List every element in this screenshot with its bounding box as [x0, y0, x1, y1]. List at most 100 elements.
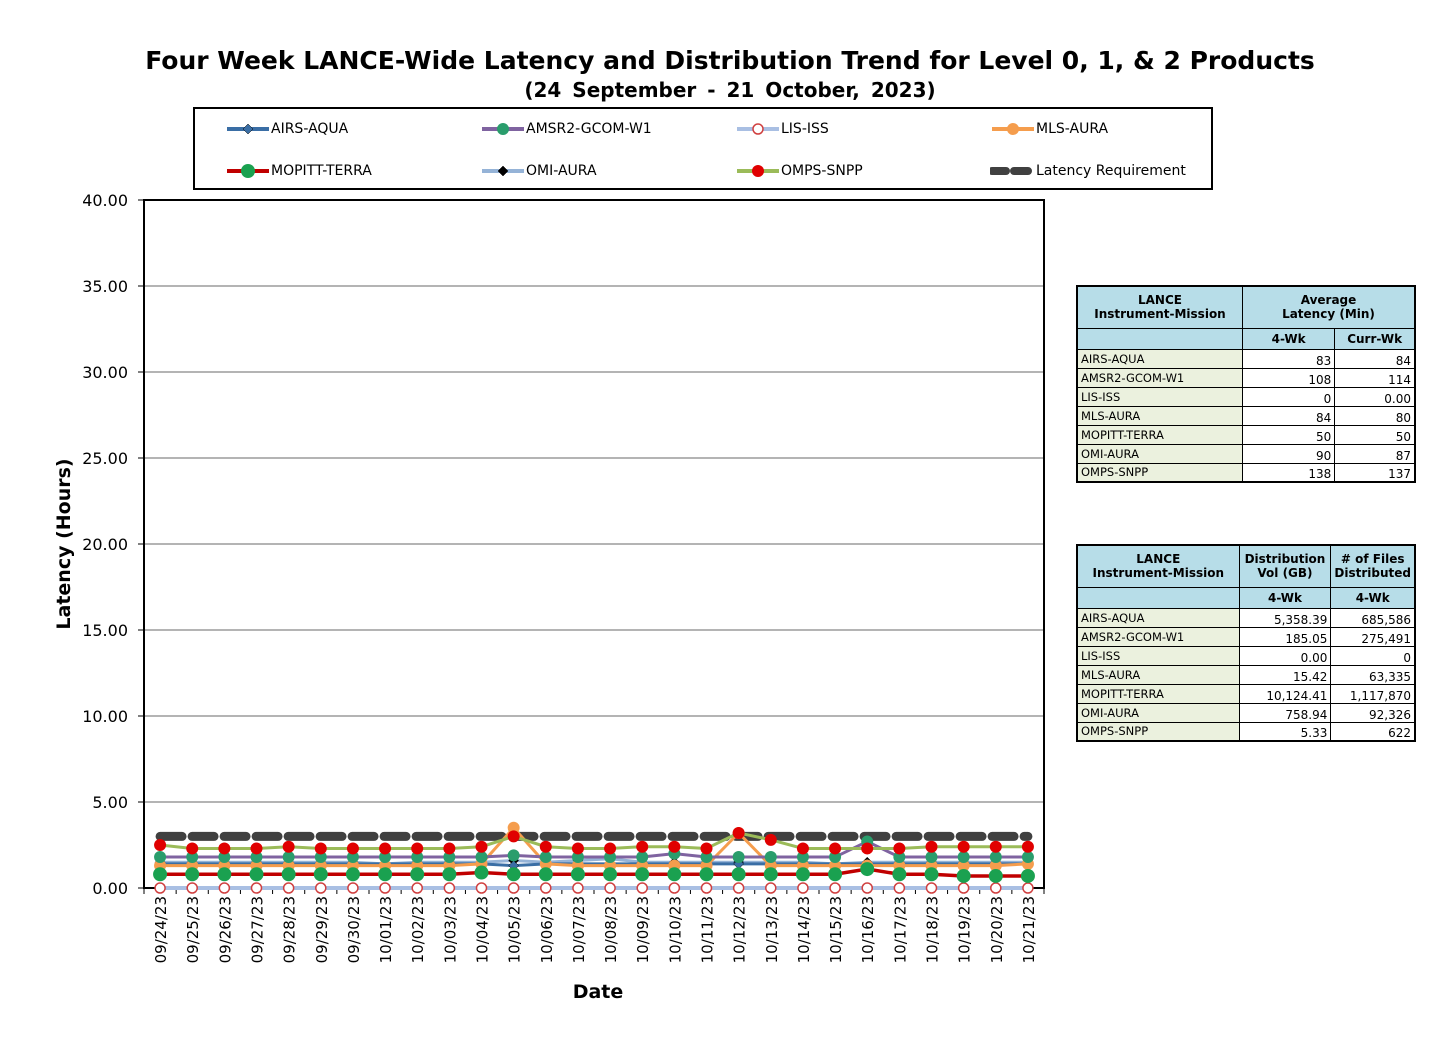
mission-name: AMSR2-GCOM-W1 — [1076, 367, 1243, 388]
value-four-wk: 50 — [1241, 424, 1336, 445]
mission-name: OMI-AURA — [1076, 702, 1240, 723]
series-omps-snpp — [154, 826, 1034, 855]
y-tick-label: 0.00 — [92, 879, 128, 898]
value-curr-wk: 84 — [1334, 348, 1416, 369]
chart-subtitle: (24 September - 21 October, 2023) — [524, 78, 936, 102]
mission-name: LIS-ISS — [1076, 386, 1243, 407]
data-point — [218, 851, 231, 864]
chart-title: Four Week LANCE-Wide Latency and Distrib… — [145, 46, 1315, 75]
data-point — [539, 840, 552, 853]
data-point — [379, 851, 392, 864]
data-point — [1021, 840, 1034, 853]
data-point — [443, 851, 456, 864]
value-files: 622 — [1330, 721, 1416, 742]
data-point — [1022, 882, 1034, 894]
data-point — [764, 851, 777, 864]
chart-legend: AIRS-AQUA AMSR2-GCOM-W1 LIS-ISS MLS-AURA MOP… — [193, 107, 1213, 190]
legend-marker — [752, 123, 764, 135]
data-point — [699, 867, 714, 882]
x-tick-label: 10/04/23 — [474, 896, 492, 963]
data-point — [700, 851, 713, 864]
legend-swatch-icon — [992, 123, 1034, 135]
data-point — [988, 868, 1003, 883]
data-point — [957, 882, 970, 894]
data-point — [378, 867, 393, 882]
x-tick-label: 10/05/23 — [506, 896, 524, 963]
legend-swatch-icon — [227, 123, 269, 135]
x-tick-label: 10/09/23 — [634, 896, 652, 963]
data-point — [282, 851, 295, 864]
legend-label: Latency Requirement — [1036, 163, 1186, 179]
value-four-wk: 83 — [1241, 348, 1336, 369]
data-point — [957, 859, 970, 872]
data-point — [282, 882, 295, 894]
data-point — [1020, 868, 1035, 883]
x-tick-label: 10/08/23 — [602, 896, 620, 963]
legend-marker — [752, 165, 764, 177]
x-tick-label: 09/28/23 — [281, 896, 299, 963]
y-axis-label: Latency (Hours) — [53, 458, 75, 629]
data-point — [186, 851, 199, 864]
y-tick-label: 10.00 — [82, 707, 128, 726]
data-point — [540, 882, 552, 894]
data-point — [700, 842, 713, 855]
x-tick-label: 10/02/23 — [409, 896, 427, 963]
data-point — [957, 840, 970, 853]
distribution-table: LANCE Instrument-Mission Distribution Vo… — [1076, 544, 1416, 742]
value-files: 685,586 — [1330, 607, 1416, 628]
data-point — [411, 882, 423, 894]
mission-name: AIRS-AQUA — [1076, 348, 1243, 369]
data-point — [604, 842, 617, 855]
legend-swatch-icon — [482, 123, 524, 135]
mission-name: MLS-AURA — [1076, 405, 1243, 426]
data-point — [411, 851, 424, 864]
value-curr-wk: 80 — [1334, 405, 1416, 426]
y-tick-label: 15.00 — [82, 621, 128, 640]
y-tick-label: 40.00 — [82, 191, 128, 210]
data-point — [731, 867, 746, 882]
value-vol: 10,124.41 — [1238, 683, 1332, 704]
data-point — [1021, 851, 1034, 864]
data-point — [507, 882, 520, 894]
series-mopitt-terra — [153, 862, 1035, 883]
y-tick-label: 35.00 — [82, 277, 128, 296]
value-four-wk: 108 — [1241, 367, 1336, 388]
data-point — [443, 882, 456, 894]
x-tick-label: 10/11/23 — [699, 896, 717, 963]
value-files: 0 — [1330, 645, 1416, 666]
series-line — [160, 862, 1028, 868]
legend-label: AMSR2-GCOM-W1 — [526, 121, 652, 137]
distribution-header-files: # of Files Distributed — [1330, 544, 1416, 588]
mission-name: OMPS-SNPP — [1076, 462, 1243, 483]
x-tick-label: 09/30/23 — [345, 896, 363, 963]
table-row: MOPITT-TERRA 10,124.41 1,117,870 — [1076, 683, 1416, 704]
mission-name: AMSR2-GCOM-W1 — [1076, 626, 1240, 647]
table-row: OMI-AURA 758.94 92,326 — [1076, 702, 1416, 723]
table-row: AMSR2-GCOM-W1 108 114 — [1076, 367, 1416, 388]
table-row: MLS-AURA 84 80 — [1076, 405, 1416, 426]
table-row: OMI-AURA 90 87 — [1076, 443, 1416, 464]
data-point — [732, 882, 745, 894]
value-four-wk: 0 — [1241, 386, 1336, 407]
x-tick-label: 10/17/23 — [891, 896, 909, 963]
table-row: AIRS-AQUA 5,358.39 685,586 — [1076, 607, 1416, 628]
data-point — [989, 840, 1002, 853]
data-point — [475, 882, 488, 894]
data-point — [796, 842, 809, 855]
value-vol: 15.42 — [1238, 664, 1332, 685]
data-point — [668, 840, 681, 853]
x-tick-label: 10/06/23 — [538, 896, 556, 963]
data-point — [860, 862, 875, 877]
mission-name: MOPITT-TERRA — [1076, 683, 1240, 704]
data-point — [411, 842, 424, 855]
latency-header-mission: LANCE Instrument-Mission — [1076, 285, 1243, 329]
value-four-wk: 90 — [1241, 443, 1336, 464]
data-point — [346, 851, 359, 864]
x-tick-label: 10/21/23 — [1020, 896, 1038, 963]
data-point — [250, 851, 263, 864]
data-point — [893, 842, 906, 855]
x-tick-label: 10/13/23 — [763, 896, 781, 963]
x-tick-label: 09/29/23 — [313, 896, 331, 963]
data-point — [861, 882, 873, 894]
data-point — [154, 851, 167, 864]
